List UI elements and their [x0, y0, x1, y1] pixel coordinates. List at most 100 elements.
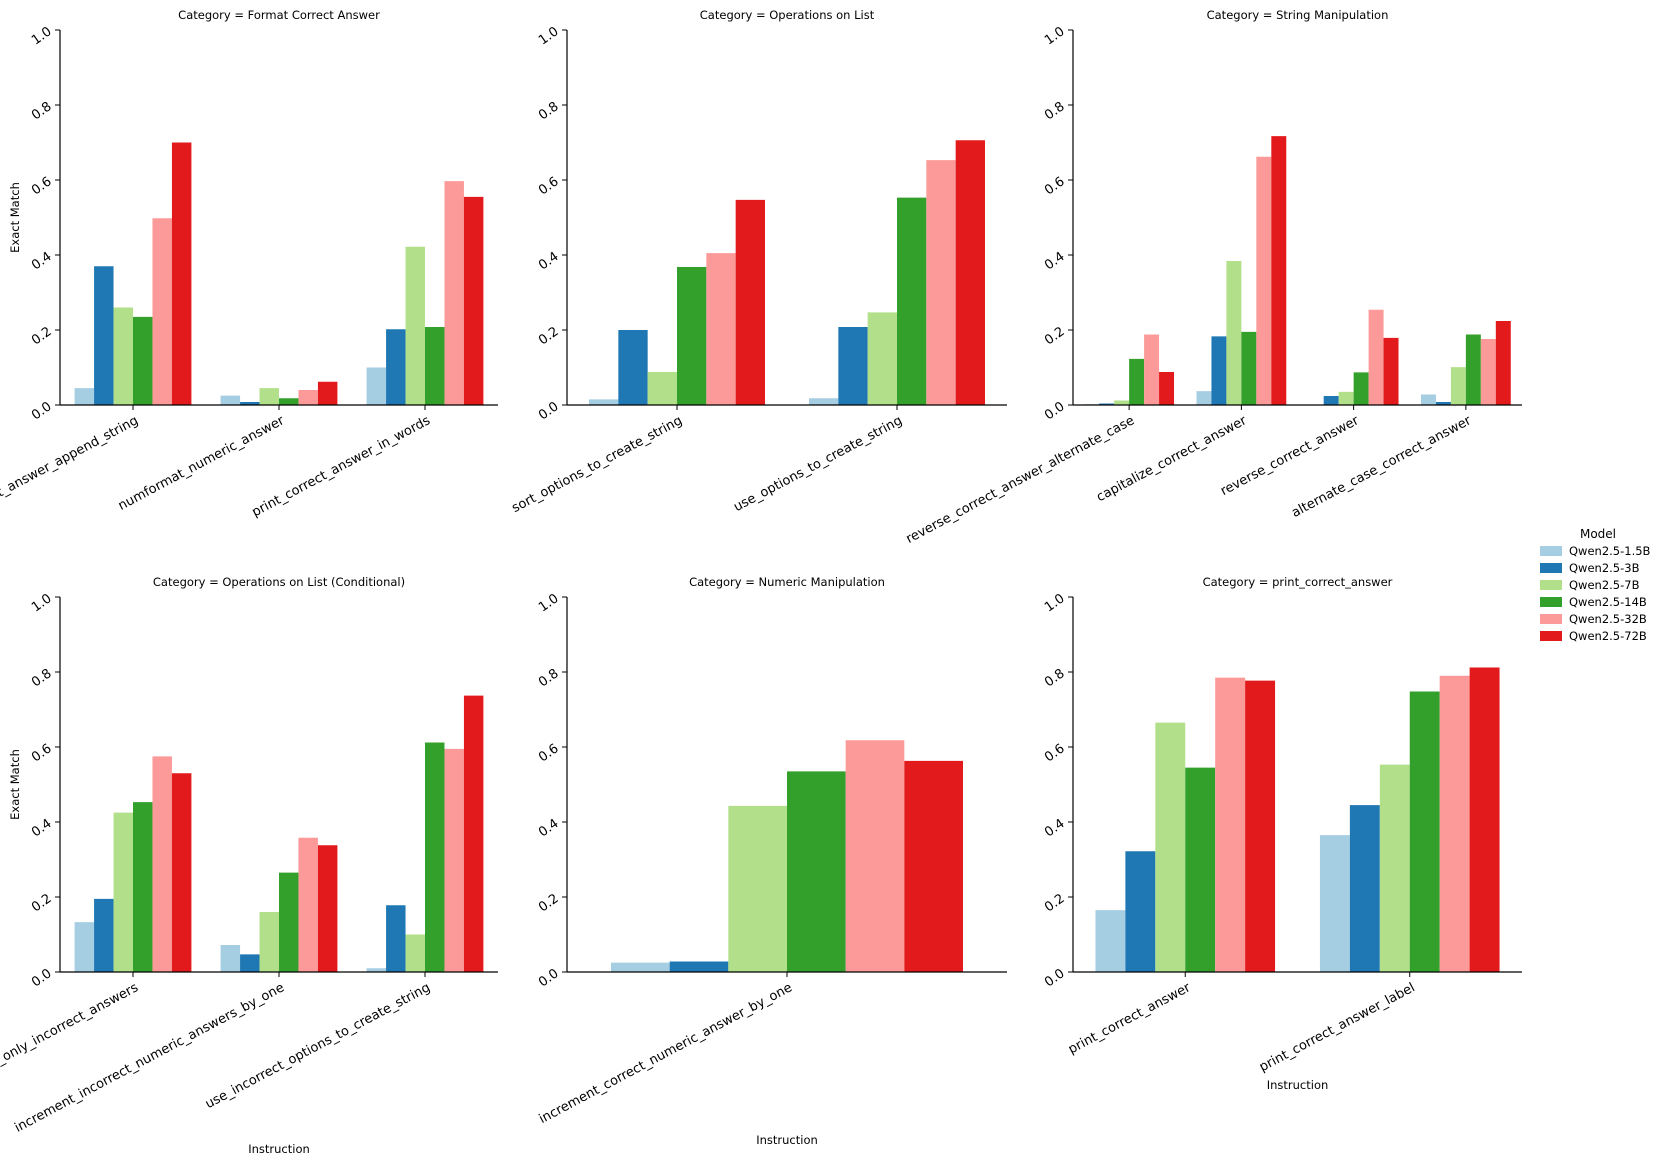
panel-4: Category = Operations on List (Condition…: [0, 575, 498, 1156]
bar-qwen2-5-14b: [425, 327, 445, 405]
bar-qwen2-5-7b: [1114, 400, 1130, 405]
bar-qwen2-5-72b: [1159, 372, 1175, 405]
y-tick-label: 1.0: [29, 24, 55, 48]
bar-qwen2-5-1-5b: [1420, 394, 1436, 405]
bar-qwen2-5-32b: [444, 748, 464, 972]
bar-qwen2-5-1-5b: [220, 395, 241, 405]
x-tick-label: increment_incorrect_numeric_answers_by_o…: [12, 980, 287, 1136]
x-tick-label: numformat_numeric_answer: [116, 413, 288, 514]
bar-qwen2-5-7b: [113, 307, 133, 405]
y-tick-label: 0.8: [1042, 99, 1068, 123]
y-axis-label: Exact Match: [8, 749, 22, 820]
legend-item: Qwen2.5-72B: [1540, 629, 1647, 643]
bar-qwen2-5-3b: [94, 898, 114, 972]
bar-qwen2-5-3b: [240, 954, 260, 972]
bar-qwen2-5-14b: [279, 872, 299, 972]
bars: [1095, 667, 1500, 972]
y-tick-label: 0.4: [536, 249, 562, 273]
bar-qwen2-5-1-5b: [74, 922, 95, 972]
bar-qwen2-5-1-5b: [1196, 391, 1212, 405]
bars: [74, 695, 484, 972]
bar-qwen2-5-14b: [1409, 691, 1440, 972]
bar-qwen2-5-14b: [1185, 767, 1216, 972]
y-tick-label: 1.0: [29, 591, 55, 615]
bar-qwen2-5-3b: [669, 961, 729, 972]
bar-qwen2-5-7b: [405, 246, 425, 405]
panel-title: Category = Numeric Manipulation: [689, 575, 885, 589]
legend-label: Qwen2.5-72B: [1569, 629, 1647, 643]
bar-qwen2-5-14b: [1353, 372, 1369, 405]
y-tick-label: 0.2: [536, 324, 562, 348]
y-tick-label: 0.2: [29, 324, 55, 348]
bar-qwen2-5-1-5b: [74, 388, 95, 405]
bar-qwen2-5-3b: [1435, 402, 1451, 405]
bar-qwen2-5-7b: [259, 388, 279, 405]
legend-label: Qwen2.5-7B: [1569, 578, 1640, 592]
bar-qwen2-5-72b: [1383, 337, 1399, 405]
bar-qwen2-5-1-5b: [1319, 835, 1350, 972]
y-tick-label: 0.2: [1042, 324, 1068, 348]
bar-qwen2-5-32b: [298, 390, 318, 405]
panel-1: Category = Format Correct Answer0.00.20.…: [0, 8, 498, 537]
x-axis-label: Instruction: [248, 1142, 310, 1156]
y-axis: 0.0 0.2 0.4 0.6 0.8 1.0: [29, 591, 60, 990]
bar-qwen2-5-14b: [787, 771, 846, 972]
x-axis-label: Instruction: [1267, 1078, 1329, 1092]
bar-qwen2-5-3b: [838, 327, 868, 405]
bars: [1084, 136, 1511, 405]
bar-qwen2-5-7b: [1379, 764, 1410, 972]
legend-item: Qwen2.5-7B: [1540, 578, 1640, 592]
bar-qwen2-5-7b: [1450, 367, 1466, 405]
x-tick-label: print_correct_answer_append_string: [0, 413, 141, 537]
panel-title: Category = print_correct_answer: [1203, 575, 1393, 589]
y-tick-label: 0.8: [29, 99, 55, 123]
y-tick-label: 1.0: [536, 591, 562, 615]
panel-title: Category = Operations on List: [700, 8, 875, 22]
x-axis: sort_options_to_create_string use_options…: [509, 405, 905, 516]
y-tick-label: 0.2: [536, 891, 562, 915]
bar-qwen2-5-14b: [279, 398, 299, 405]
bars: [74, 142, 484, 405]
panel-5: Category = Numeric Manipulation 0.0 0.2 0.4…: [536, 575, 1007, 1147]
legend-title: Model: [1580, 527, 1616, 541]
bar-qwen2-5-3b: [1099, 403, 1115, 405]
y-tick-label: 0.4: [1042, 249, 1068, 273]
y-tick-label: 0.4: [29, 249, 55, 273]
bar-qwen2-5-1-5b: [220, 945, 241, 972]
x-tick-label: print_correct_answer: [1066, 980, 1194, 1057]
y-tick-label: 0.8: [536, 666, 562, 690]
bar-qwen2-5-3b: [1125, 851, 1156, 972]
bar-qwen2-5-3b: [1323, 396, 1339, 405]
y-tick-label: 0.6: [29, 741, 55, 765]
bar-qwen2-5-14b: [133, 316, 153, 405]
bar-qwen2-5-32b: [845, 740, 905, 972]
y-tick-label: 0.0: [29, 399, 55, 423]
bar-qwen2-5-7b: [405, 934, 425, 972]
bar-qwen2-5-32b: [1256, 156, 1272, 405]
legend-label: Qwen2.5-14B: [1569, 595, 1647, 609]
bar-qwen2-5-1-5b: [611, 962, 670, 972]
x-tick-label: print_correct_answer_label: [1257, 980, 1418, 1075]
bar-qwen2-5-3b: [1349, 805, 1380, 972]
y-tick-label: 0.2: [29, 891, 55, 915]
bar-qwen2-5-7b: [647, 372, 677, 405]
y-tick-label: 0.6: [1042, 741, 1068, 765]
bar-qwen2-5-3b: [618, 330, 648, 405]
bar-qwen2-5-32b: [1480, 339, 1496, 405]
legend: Model Qwen2.5-1.5B Qwen2.5-3B Qwen2.5-7B Qw…: [1540, 527, 1651, 643]
bar-qwen2-5-1-5b: [1095, 910, 1126, 972]
x-axis: sort_only_incorrect_answersincrement_inc…: [0, 972, 433, 1136]
x-tick-label: increment_correct_numeric_answer_by_one: [537, 980, 795, 1127]
y-tick-label: 0.0: [29, 966, 55, 990]
y-tick-label: 0.6: [536, 741, 562, 765]
legend-item: Qwen2.5-14B: [1540, 595, 1647, 609]
x-axis: reverse_correct_answer_alternate_casecap…: [904, 405, 1474, 547]
panel-title: Category = String Manipulation: [1207, 8, 1389, 22]
bar-qwen2-5-72b: [955, 140, 985, 405]
bar-qwen2-5-7b: [1338, 391, 1354, 405]
y-tick-label: 0.8: [536, 99, 562, 123]
panel-3: Category = String Manipulation0.00.20.40…: [904, 8, 1522, 547]
legend-swatch: [1540, 631, 1562, 641]
bar-qwen2-5-72b: [171, 773, 192, 972]
